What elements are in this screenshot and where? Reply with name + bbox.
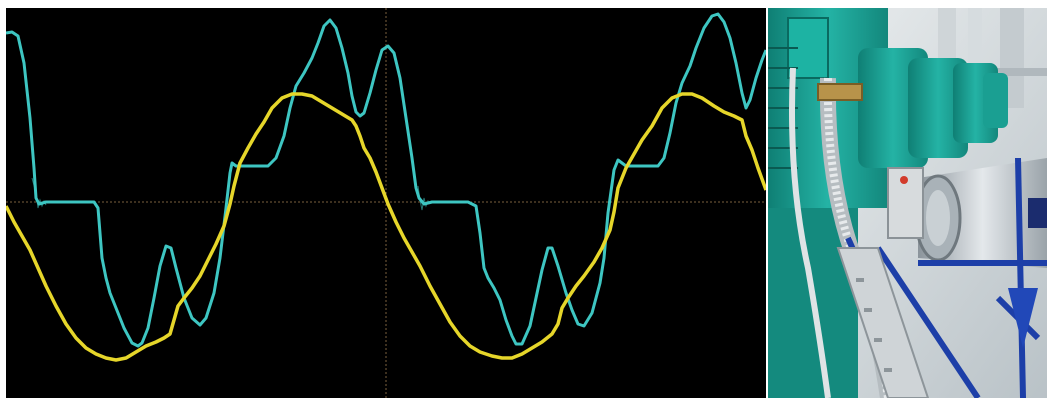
oscilloscope-display (6, 8, 766, 398)
red-indicator (900, 176, 908, 184)
silver-pipe (914, 158, 1047, 268)
cable-tray (836, 247, 930, 398)
blue-valve (1028, 198, 1047, 228)
oscilloscope-screen (6, 8, 766, 398)
yellow-trace (6, 92, 766, 362)
brass-fitting (817, 83, 863, 101)
cyan-trace (6, 12, 766, 348)
industrial-motors-photo (768, 8, 1047, 398)
motor-room-illustration (768, 8, 1047, 398)
blue-bracket (1008, 288, 1038, 348)
